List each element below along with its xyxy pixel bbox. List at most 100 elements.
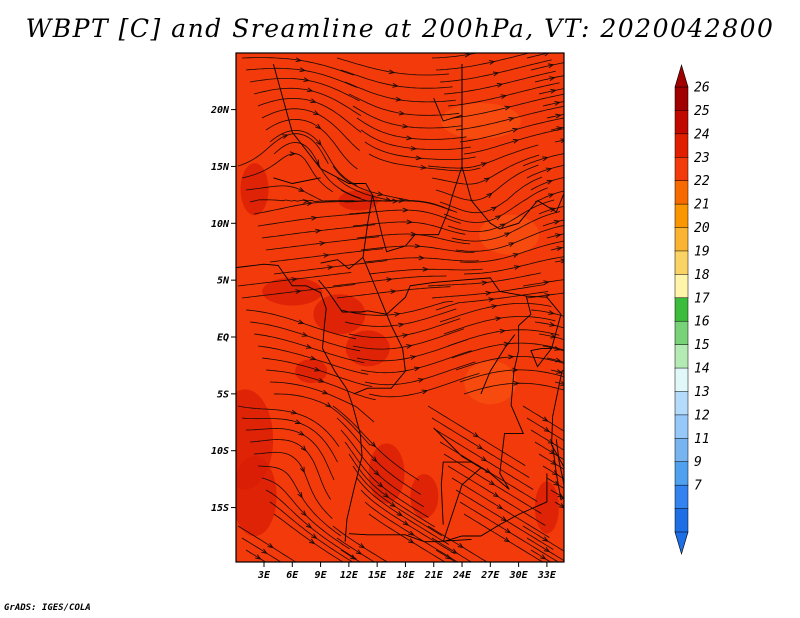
lat-label: 5N bbox=[217, 276, 230, 287]
colorbar-label: 9 bbox=[694, 455, 702, 470]
streamline-arrow bbox=[560, 258, 564, 264]
streamline bbox=[237, 133, 329, 167]
streamline bbox=[522, 525, 564, 552]
streamline bbox=[368, 153, 481, 172]
streamline bbox=[451, 342, 564, 359]
streamline-arrow bbox=[512, 127, 519, 133]
streamline bbox=[546, 114, 564, 119]
streamline bbox=[534, 75, 564, 83]
streamline-arrow bbox=[370, 441, 377, 448]
streamline bbox=[431, 284, 546, 299]
streamline bbox=[530, 549, 552, 562]
colorbar-min-arrow bbox=[674, 531, 689, 556]
streamline bbox=[249, 439, 331, 500]
border-line bbox=[480, 334, 516, 395]
streamline bbox=[269, 248, 384, 263]
colorbar-label: 26 bbox=[694, 81, 710, 96]
streamline bbox=[550, 369, 564, 374]
streamline-arrow bbox=[547, 193, 555, 199]
lon-label: 18E bbox=[396, 570, 415, 581]
streamline bbox=[459, 240, 564, 263]
streamline bbox=[439, 59, 552, 83]
streamline bbox=[352, 465, 443, 537]
streamline bbox=[344, 308, 457, 327]
border-line bbox=[530, 347, 552, 368]
warm-anomaly-patches bbox=[236, 102, 559, 537]
streamline bbox=[455, 225, 564, 252]
streamline bbox=[245, 309, 357, 340]
colorbar-label: 20 bbox=[694, 221, 710, 236]
streamline bbox=[550, 126, 564, 131]
streamline bbox=[431, 154, 540, 185]
streamline-arrow bbox=[398, 198, 406, 204]
streamline bbox=[534, 321, 564, 329]
streamline-arrow bbox=[390, 289, 397, 295]
colorbar-label: 24 bbox=[694, 127, 710, 142]
streamline bbox=[439, 441, 538, 502]
streamline bbox=[447, 82, 560, 107]
colorbar-label: 11 bbox=[694, 432, 710, 447]
streamline-arrow bbox=[559, 503, 564, 509]
streamline bbox=[348, 318, 461, 338]
colorbar-segment bbox=[674, 203, 689, 229]
streamline-arrow bbox=[504, 528, 512, 534]
streamline-arrow bbox=[389, 501, 397, 508]
colorbar-label: 21 bbox=[694, 198, 710, 213]
streamline bbox=[530, 62, 564, 71]
streamline-arrow bbox=[408, 538, 415, 544]
streamline-arrow bbox=[306, 87, 314, 93]
streamline-arrow bbox=[560, 138, 564, 144]
streamline-arrow bbox=[500, 94, 508, 100]
colorbar-label: 16 bbox=[694, 315, 710, 330]
streamline-arrow bbox=[543, 546, 551, 553]
streamline bbox=[546, 477, 564, 489]
streamline-arrow bbox=[503, 341, 511, 347]
streamline bbox=[273, 260, 388, 275]
colorbar-segment bbox=[674, 320, 689, 346]
streamline bbox=[439, 176, 543, 214]
streamline-arrow bbox=[388, 69, 396, 75]
streamline bbox=[451, 211, 561, 242]
streamline-arrow bbox=[550, 88, 557, 94]
streamline bbox=[463, 256, 564, 275]
streamline bbox=[463, 128, 564, 155]
streamline bbox=[241, 284, 356, 299]
streamline-arrow bbox=[298, 430, 305, 436]
streamline bbox=[522, 153, 564, 167]
streamline-arrow bbox=[549, 207, 557, 213]
streamline bbox=[542, 345, 564, 352]
streamline bbox=[526, 537, 564, 562]
streamline-arrow bbox=[306, 201, 314, 207]
colorbar-segment bbox=[674, 157, 689, 182]
streamline-arrow bbox=[550, 333, 557, 339]
streamline bbox=[431, 417, 530, 478]
streamline bbox=[427, 525, 488, 562]
streamline-arrow bbox=[496, 504, 504, 510]
warm-patch bbox=[410, 474, 439, 519]
streamline bbox=[332, 275, 447, 287]
streamline bbox=[253, 200, 367, 215]
streamline bbox=[368, 513, 446, 562]
streamline-arrow bbox=[413, 366, 421, 372]
streamline-arrow bbox=[410, 145, 418, 151]
streamline-arrow bbox=[488, 297, 495, 303]
streamline bbox=[356, 477, 450, 545]
streamline-arrow bbox=[406, 135, 413, 141]
colorbar-segment bbox=[674, 344, 689, 369]
streamline-arrow bbox=[322, 389, 329, 395]
streamline-arrow bbox=[483, 177, 491, 183]
lat-label: EQ bbox=[217, 333, 229, 344]
streamline bbox=[246, 428, 335, 481]
streamline-arrow bbox=[410, 231, 418, 237]
lat-label: 10N bbox=[211, 219, 230, 230]
streamline-arrow bbox=[305, 522, 313, 529]
streamline-arrow bbox=[318, 377, 325, 383]
streamline bbox=[534, 190, 564, 203]
colorbar-segment bbox=[674, 86, 689, 111]
streamline-arrow bbox=[350, 554, 357, 560]
streamline-arrow bbox=[451, 548, 458, 554]
streamline-arrow bbox=[491, 304, 498, 309]
colorbar-label: 23 bbox=[694, 151, 710, 166]
streamline-arrow bbox=[291, 409, 298, 415]
colorbar-label: 22 bbox=[694, 174, 710, 189]
